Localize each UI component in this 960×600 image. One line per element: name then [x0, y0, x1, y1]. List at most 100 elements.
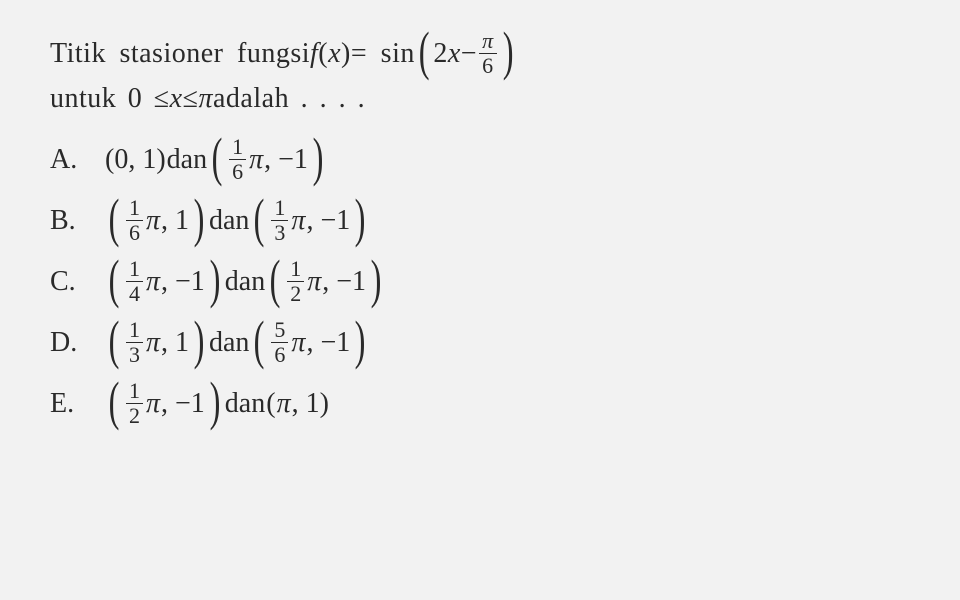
b-pi1: π: [146, 201, 160, 240]
q2-text2: ≤: [183, 79, 199, 118]
option-a: A. (0, 1) dan ( 1 6 π , −1 ): [50, 136, 910, 183]
c-dan: dan: [225, 262, 265, 301]
big-lparen: (: [419, 33, 430, 71]
option-b-content: ( 1 6 π , 1 ) dan ( 1 3 π , −1 ): [105, 197, 369, 244]
b-pi2: π: [291, 201, 305, 240]
option-e: E. ( 1 2 π , −1 ) dan ( π , 1): [50, 380, 910, 427]
a-rp: ): [313, 139, 324, 177]
d-v2: , −1: [306, 323, 350, 362]
q-2: 2: [433, 34, 448, 73]
d-v1: , 1: [161, 323, 189, 362]
q2-text3: adalah . . . .: [213, 79, 365, 118]
c-rp2: ): [371, 261, 382, 299]
a-frac: 1 6: [229, 136, 246, 183]
e-f1n: 1: [126, 380, 143, 404]
option-e-letter: E.: [50, 384, 105, 423]
q-text-1: Titik stasioner fungsi: [50, 34, 310, 73]
c-lp1: (: [109, 261, 120, 299]
e-v1: , −1: [161, 384, 205, 423]
e-pi2: π: [277, 384, 291, 423]
q-fx-x: x: [328, 34, 341, 73]
q2-x: x: [170, 79, 183, 118]
c-rp1: ): [209, 261, 220, 299]
b-rp2: ): [355, 200, 366, 238]
option-b: B. ( 1 6 π , 1 ) dan ( 1 3 π , −1 ): [50, 197, 910, 244]
c-f2d: 2: [287, 282, 304, 305]
c-f2: 1 2: [287, 258, 304, 305]
d-f2d: 6: [271, 343, 288, 366]
q-fx-f: f: [310, 34, 318, 73]
d-pi1: π: [146, 323, 160, 362]
option-c: C. ( 1 4 π , −1 ) dan ( 1 2 π , −1 ): [50, 258, 910, 305]
c-lp2: (: [270, 261, 281, 299]
b-f1d: 6: [126, 221, 143, 244]
b-f2d: 3: [271, 221, 288, 244]
a-p1: (0, 1): [105, 140, 166, 179]
c-v2: , −1: [322, 262, 366, 301]
d-f1d: 3: [126, 343, 143, 366]
q-frac-pi6: π 6: [479, 30, 497, 77]
c-pi1: π: [146, 262, 160, 301]
b-v1: , 1: [161, 201, 189, 240]
q-minus: −: [461, 34, 477, 73]
a-pi: π: [249, 140, 263, 179]
e-lp2: (: [266, 384, 275, 423]
e-dan: dan: [225, 384, 265, 423]
option-b-letter: B.: [50, 201, 105, 240]
d-f2n: 5: [271, 319, 288, 343]
d-pi2: π: [291, 323, 305, 362]
c-f1d: 4: [126, 282, 143, 305]
q-fx-open: (: [318, 34, 328, 73]
option-c-letter: C.: [50, 262, 105, 301]
d-rp1: ): [194, 322, 205, 360]
option-a-letter: A.: [50, 140, 105, 179]
c-f1n: 1: [126, 258, 143, 282]
c-f1: 1 4: [126, 258, 143, 305]
e-rp1: ): [209, 383, 220, 421]
q2-text1: untuk 0 ≤: [50, 79, 170, 118]
option-d-letter: D.: [50, 323, 105, 362]
q-eq-sin: = sin: [351, 34, 415, 73]
e-f1: 1 2: [126, 380, 143, 427]
option-c-content: ( 1 4 π , −1 ) dan ( 1 2 π , −1 ): [105, 258, 385, 305]
big-rparen: ): [502, 33, 513, 71]
a-lp: (: [212, 139, 223, 177]
option-a-content: (0, 1) dan ( 1 6 π , −1 ): [105, 136, 327, 183]
q-frac-num: π: [479, 30, 497, 54]
options-list: A. (0, 1) dan ( 1 6 π , −1 ) B. ( 1 6 π …: [50, 136, 910, 427]
option-d-content: ( 1 3 π , 1 ) dan ( 5 6 π , −1 ): [105, 319, 369, 366]
e-lp1: (: [109, 383, 120, 421]
c-pi2: π: [307, 262, 321, 301]
question-line-1: Titik stasioner fungsi f ( x ) = sin ( 2…: [50, 30, 910, 77]
a-fd: 6: [229, 160, 246, 183]
a-fn: 1: [229, 136, 246, 160]
d-f1: 1 3: [126, 319, 143, 366]
question-line-2: untuk 0 ≤ x ≤ π adalah . . . .: [50, 79, 910, 118]
option-e-content: ( 1 2 π , −1 ) dan ( π , 1): [105, 380, 329, 427]
b-lp2: (: [254, 200, 265, 238]
e-f1d: 2: [126, 404, 143, 427]
b-f2n: 1: [271, 197, 288, 221]
e-pi1: π: [146, 384, 160, 423]
d-lp2: (: [254, 322, 265, 360]
b-dan: dan: [209, 201, 249, 240]
b-rp1: ): [194, 200, 205, 238]
b-f2: 1 3: [271, 197, 288, 244]
a-dan: dan: [167, 140, 207, 179]
d-f1n: 1: [126, 319, 143, 343]
c-v1: , −1: [161, 262, 205, 301]
q-frac-den: 6: [479, 54, 497, 77]
d-dan: dan: [209, 323, 249, 362]
b-v2: , −1: [306, 201, 350, 240]
e-v2: , 1): [292, 384, 329, 423]
d-lp1: (: [109, 322, 120, 360]
a-val: , −1: [264, 140, 308, 179]
b-f1: 1 6: [126, 197, 143, 244]
c-f2n: 1: [287, 258, 304, 282]
d-f2: 5 6: [271, 319, 288, 366]
b-lp1: (: [109, 200, 120, 238]
d-rp2: ): [355, 322, 366, 360]
option-d: D. ( 1 3 π , 1 ) dan ( 5 6 π , −1 ): [50, 319, 910, 366]
q-fx-close: ): [341, 34, 351, 73]
b-f1n: 1: [126, 197, 143, 221]
